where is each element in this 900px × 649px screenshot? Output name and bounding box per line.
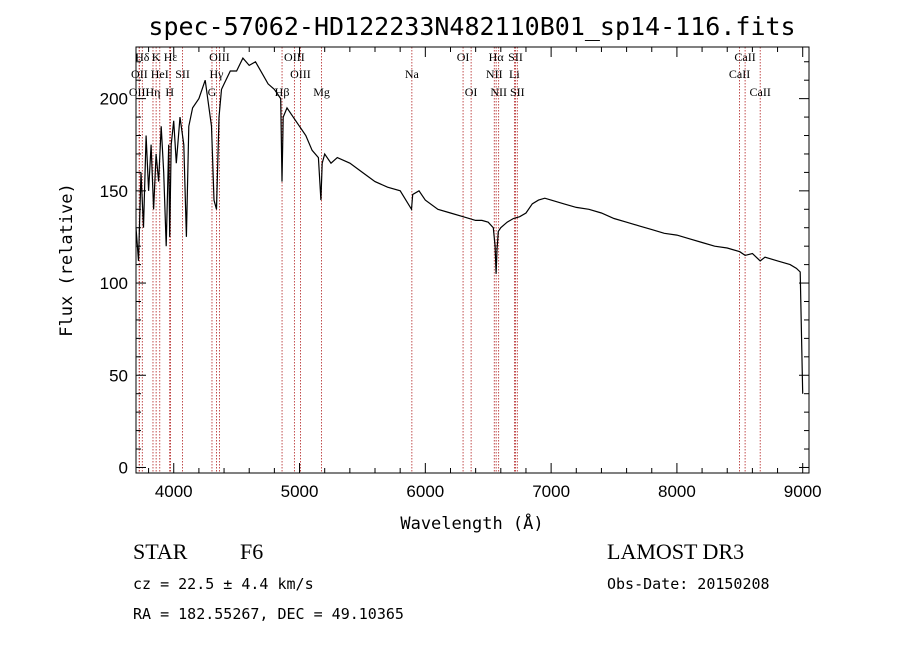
y-axis-label: Flux (relative): [57, 183, 77, 337]
plot-frame: [135, 46, 810, 474]
x-tick-label: 8000: [658, 482, 696, 501]
observation-date: Obs-Date: 20150208: [607, 575, 770, 593]
survey-name: LAMOST DR3: [607, 539, 744, 564]
emission-line-label: OII: [131, 67, 148, 81]
x-axis-label: Wavelength (Å): [400, 512, 543, 534]
emission-line-label: H: [165, 85, 174, 99]
y-tick-label: 0: [119, 458, 128, 477]
emission-line-label: OIII: [209, 50, 230, 64]
emission-line-label: SII: [510, 85, 525, 99]
spectral-subclass: F6: [240, 539, 263, 564]
emission-line-label: Mg: [313, 85, 330, 99]
emission-line-label: OIII: [290, 67, 311, 81]
emission-line-label: OIII: [129, 85, 150, 99]
x-tick-label: 5000: [281, 482, 319, 501]
emission-line-label: Hγ: [210, 67, 225, 81]
y-tick-label: 50: [109, 366, 128, 385]
emission-line-label: HeI: [151, 67, 169, 81]
emission-line-label: NII: [490, 85, 507, 99]
x-tick-label: 6000: [406, 482, 444, 501]
x-axis-ticks: 4000 5000 6000 7000 8000 9000: [148, 47, 822, 501]
emission-line-label: NII: [486, 67, 503, 81]
emission-line-label: SII: [508, 50, 523, 64]
emission-line-markers: [138, 47, 761, 473]
emission-line-label: CaII: [734, 50, 755, 64]
y-tick-label: 150: [100, 182, 128, 201]
emission-line-label: OI: [457, 50, 470, 64]
emission-line-label: Hε: [164, 50, 178, 64]
emission-line-label: OIII: [284, 50, 305, 64]
emission-line-label: Hη: [146, 85, 161, 99]
emission-line-label: SII: [175, 67, 190, 81]
y-tick-label: 200: [100, 90, 128, 109]
emission-line-label: Na: [405, 67, 420, 81]
redshift-cz: cz = 22.5 ± 4.4 km/s: [133, 575, 314, 593]
emission-line-label: CaII: [750, 85, 771, 99]
emission-line-label: OI: [465, 85, 478, 99]
x-tick-label: 9000: [784, 482, 822, 501]
emission-line-label: G: [208, 85, 217, 99]
emission-line-label: K: [152, 50, 161, 64]
chart-title: spec-57062-HD122233N482110B01_sp14-116.f…: [148, 12, 795, 41]
coordinates: RA = 182.55267, DEC = 49.10365: [133, 605, 404, 623]
emission-line-label: Hδ: [135, 50, 150, 64]
x-tick-label: 4000: [155, 482, 193, 501]
emission-line-label: Hα: [489, 50, 505, 64]
spectrum-line: [135, 57, 804, 394]
object-type: STAR: [133, 539, 188, 564]
emission-line-label: CaII: [729, 67, 750, 81]
y-axis-ticks: 0 50 100 150 200: [100, 61, 809, 477]
x-tick-label: 7000: [532, 482, 570, 501]
y-tick-label: 100: [100, 274, 128, 293]
emission-line-label: Li: [509, 67, 520, 81]
